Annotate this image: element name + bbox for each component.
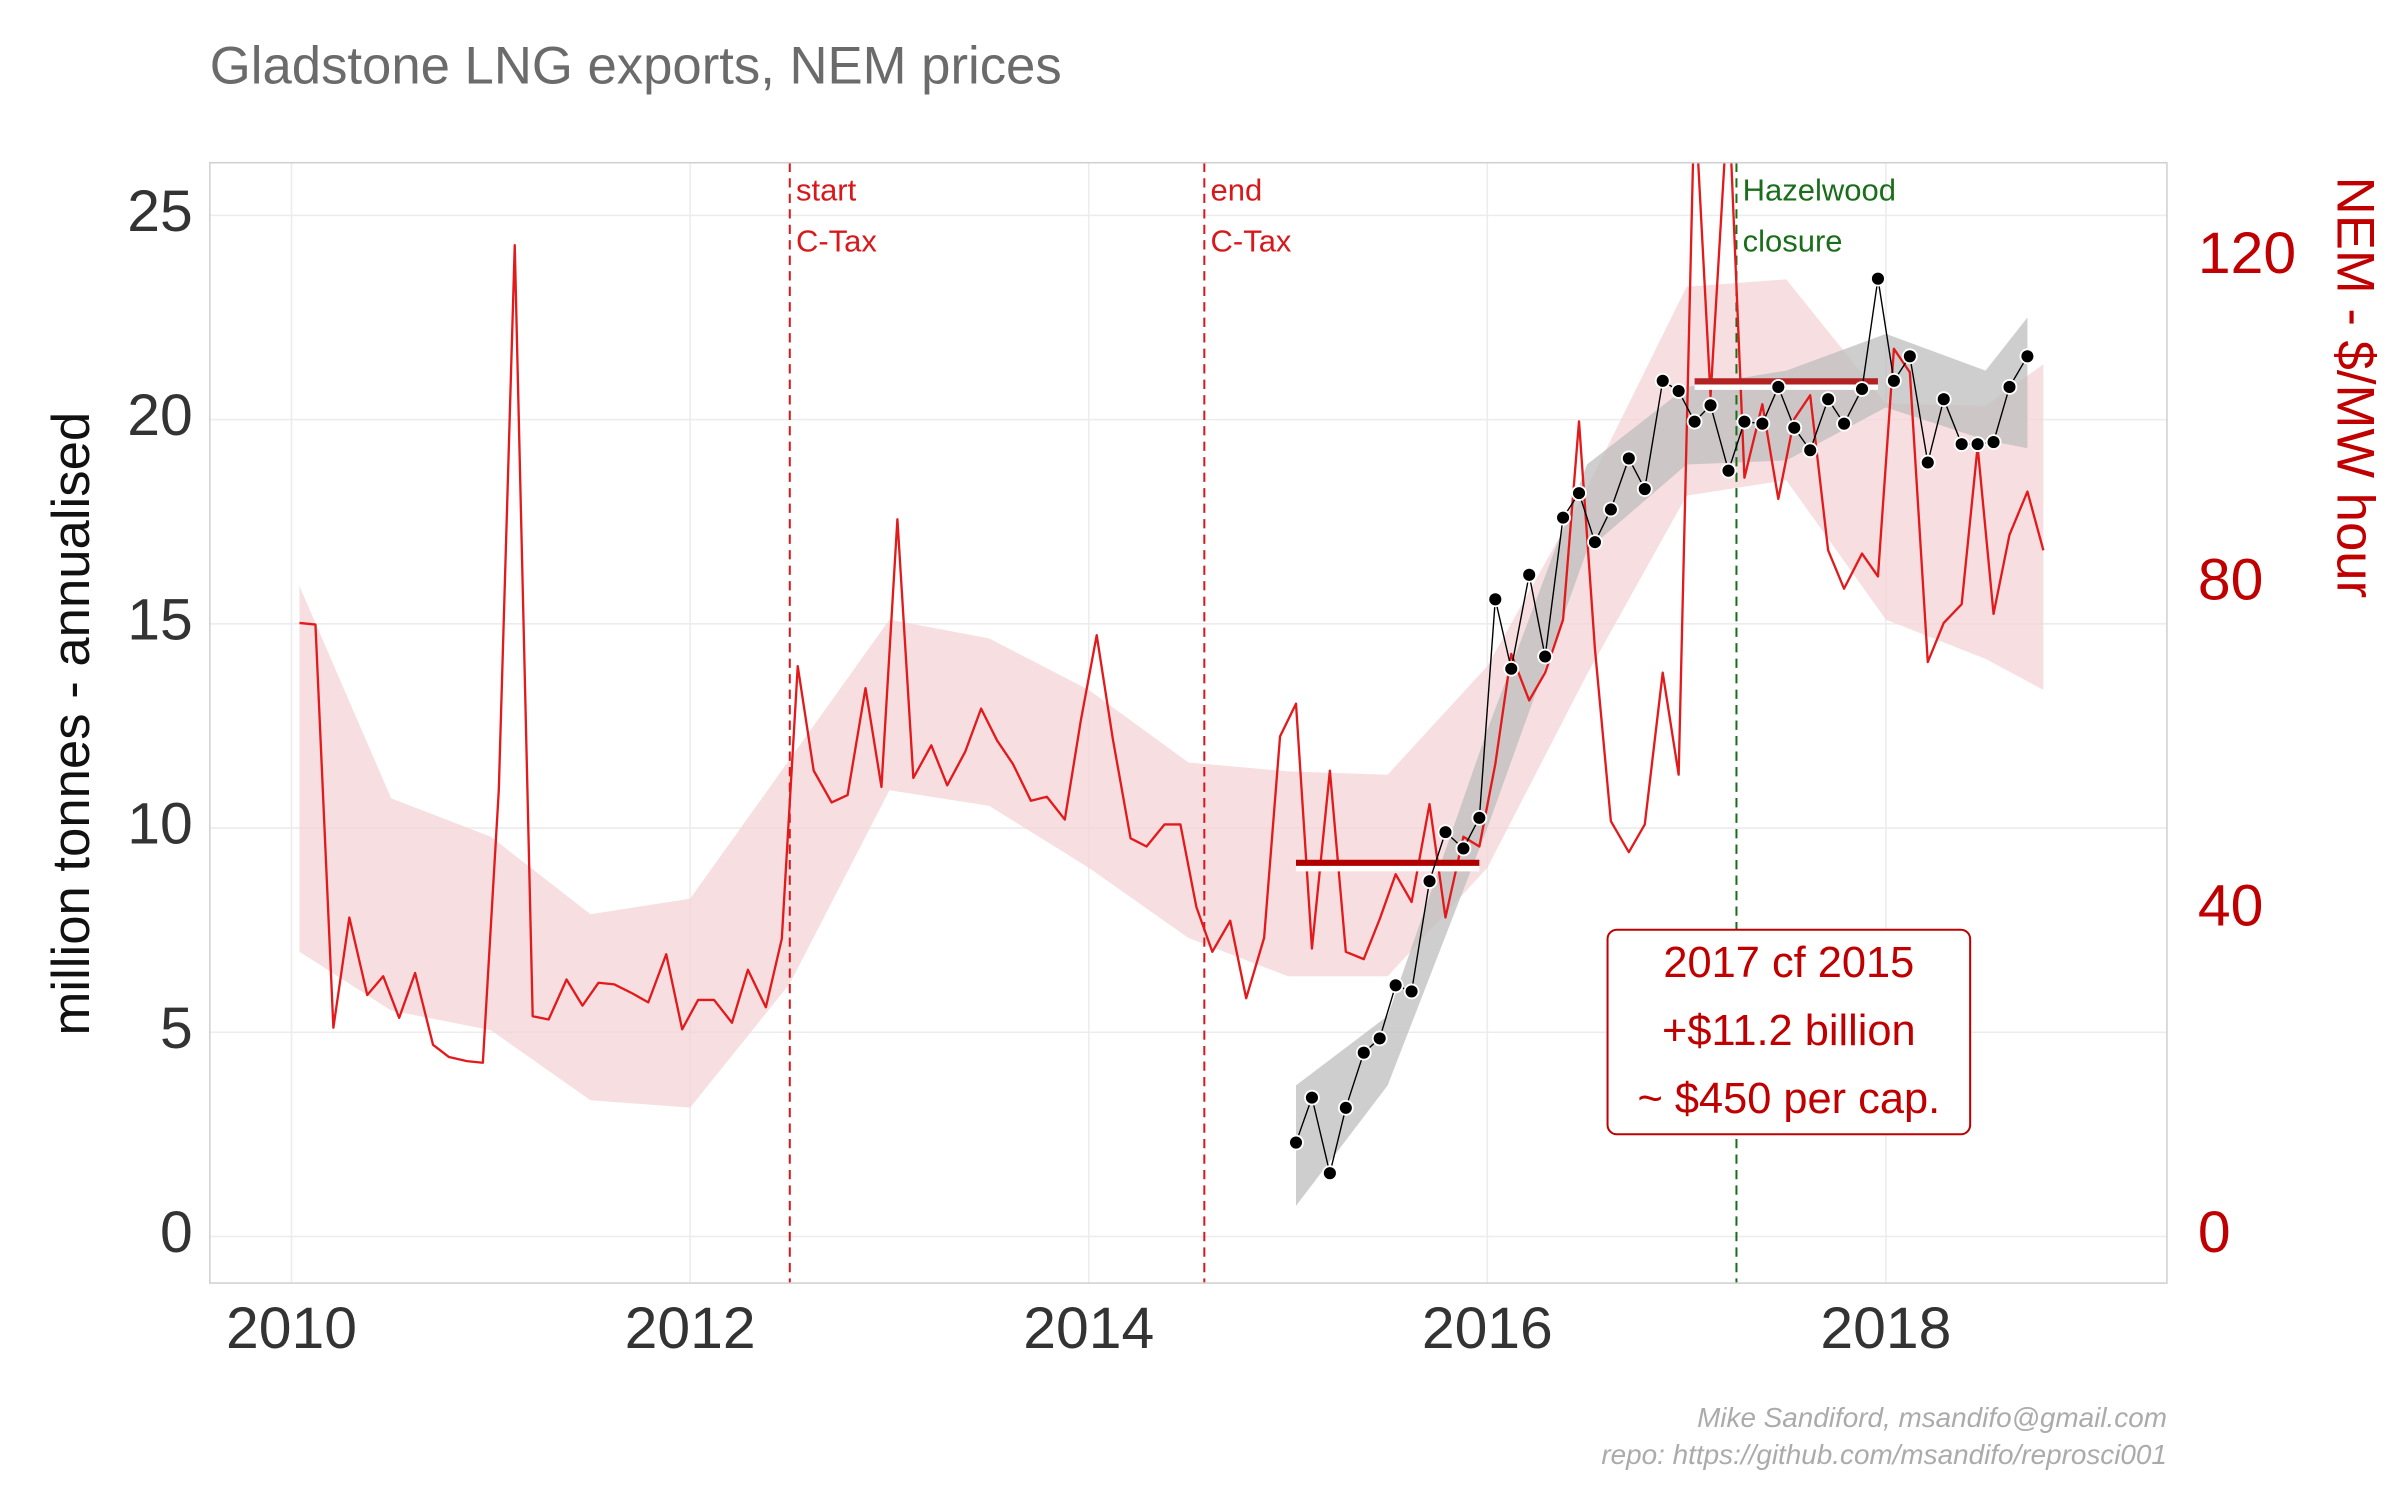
- x-tick-label: 2014: [1023, 1296, 1154, 1361]
- data-point: [1403, 983, 1420, 1000]
- x-tick-label: 2012: [625, 1296, 756, 1361]
- data-point: [1919, 454, 1936, 471]
- data-point: [1455, 840, 1472, 857]
- data-point: [1487, 591, 1504, 608]
- data-point: [1836, 415, 1852, 432]
- data-point: [1901, 348, 1918, 365]
- data-point: [1321, 1165, 1338, 1182]
- data-point: [1288, 1134, 1304, 1151]
- data-point: [1953, 436, 1970, 453]
- event-label: start: [796, 172, 857, 207]
- data-point: [1885, 372, 1902, 389]
- y-tick-label: 20: [127, 383, 192, 448]
- y2-axis-label: NEM - $/MW hour: [2325, 177, 2384, 598]
- credit-text: Mike Sandiford, msandifo@gmail.com: [1697, 1402, 2167, 1433]
- y-tick-label: 15: [127, 587, 192, 652]
- y2-tick-label: 0: [2198, 1200, 2231, 1265]
- data-point: [2019, 348, 2036, 365]
- annotation-text: 2017 cf 2015: [1663, 939, 1914, 987]
- event-label: C-Tax: [1211, 223, 1292, 258]
- data-point: [1602, 501, 1619, 518]
- data-point: [1555, 509, 1571, 526]
- data-point: [1935, 391, 1952, 408]
- data-point: [1471, 809, 1488, 826]
- data-point: [1421, 873, 1438, 890]
- data-point: [1870, 270, 1886, 287]
- data-point: [1537, 648, 1554, 665]
- axes: 2010 2012 2014 2016 2018 0 5 10 15 20 25 0 40 80 120 st…: [127, 172, 2296, 1470]
- data-point: [1503, 660, 1520, 677]
- data-point: [1854, 381, 1870, 397]
- plot-area: [299, 162, 2045, 1284]
- data-point: [1670, 383, 1687, 399]
- data-point: [1820, 391, 1837, 408]
- data-point: [1521, 566, 1538, 583]
- event-label: Hazelwood: [1743, 172, 1896, 207]
- data-point: [1786, 419, 1803, 436]
- data-point: [1304, 1089, 1320, 1106]
- credit-text: repo: https://github.com/msandifo/repros…: [1601, 1439, 2167, 1470]
- data-point: [1371, 1030, 1388, 1047]
- y2-tick-label: 120: [2198, 221, 2296, 286]
- data-point: [1636, 481, 1653, 497]
- data-point: [1355, 1044, 1372, 1061]
- y-tick-label: 0: [160, 1200, 193, 1265]
- x-tick-label: 2016: [1422, 1296, 1553, 1361]
- y2-tick-label: 80: [2198, 547, 2264, 612]
- data-point: [1736, 413, 1753, 430]
- y-axis-label: million tonnes - annualised: [42, 412, 101, 1036]
- data-point: [1654, 372, 1671, 389]
- y-tick-label: 5: [160, 996, 193, 1061]
- data-point: [1702, 397, 1719, 414]
- data-point: [1686, 413, 1703, 430]
- data-point: [1802, 442, 1819, 459]
- data-point: [1985, 434, 2002, 450]
- data-point: [1754, 415, 1771, 432]
- chart-title: Gladstone LNG exports, NEM prices: [210, 37, 1062, 96]
- x-tick-label: 2018: [1820, 1296, 1951, 1361]
- data-point: [1969, 436, 1986, 453]
- annotation-text: ~ $450 per cap.: [1638, 1075, 1941, 1123]
- y2-tick-label: 40: [2198, 874, 2264, 939]
- event-label: C-Tax: [796, 223, 877, 258]
- data-point: [1720, 462, 1737, 479]
- y-tick-label: 10: [127, 792, 192, 857]
- series-line: [299, 162, 2045, 1064]
- data-point: [2001, 379, 2018, 395]
- event-label: end: [1211, 172, 1263, 207]
- annotation-box: [1606, 928, 1972, 1136]
- data-point: [1437, 824, 1454, 841]
- data-point: [1620, 450, 1637, 467]
- data-point: [1770, 379, 1787, 395]
- x-tick-label: 2010: [226, 1296, 357, 1361]
- plot-border: [209, 161, 2168, 1284]
- confidence-band: [1296, 317, 2028, 1206]
- data-point: [1337, 1099, 1354, 1116]
- data-point: [1587, 534, 1603, 551]
- y-tick-label: 25: [127, 179, 192, 244]
- annotation-text: +$11.2 billion: [1662, 1007, 1916, 1055]
- event-label: closure: [1743, 223, 1843, 258]
- data-point: [1571, 485, 1587, 502]
- data-point: [1387, 977, 1404, 994]
